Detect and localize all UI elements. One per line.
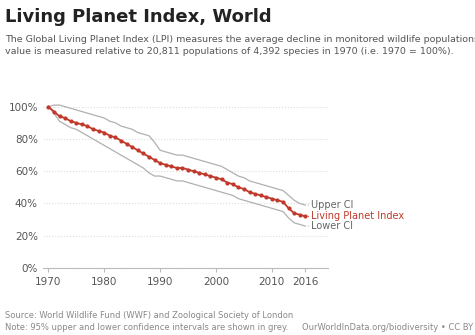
Text: Living Planet Index: Living Planet Index xyxy=(308,211,404,221)
Text: Lower CI: Lower CI xyxy=(308,221,353,231)
Text: Source: World Wildlife Fund (WWF) and Zoological Society of London
Note: 95% upp: Source: World Wildlife Fund (WWF) and Zo… xyxy=(5,311,293,332)
Text: Our World: Our World xyxy=(406,10,452,19)
Text: The Global Living Planet Index (LPI) measures the average decline in monitored w: The Global Living Planet Index (LPI) mea… xyxy=(5,35,475,56)
Text: Living Planet Index, World: Living Planet Index, World xyxy=(5,8,271,26)
Text: OurWorldInData.org/biodiversity • CC BY: OurWorldInData.org/biodiversity • CC BY xyxy=(302,323,473,332)
Text: in Data: in Data xyxy=(412,22,445,31)
Text: Upper CI: Upper CI xyxy=(308,200,353,210)
